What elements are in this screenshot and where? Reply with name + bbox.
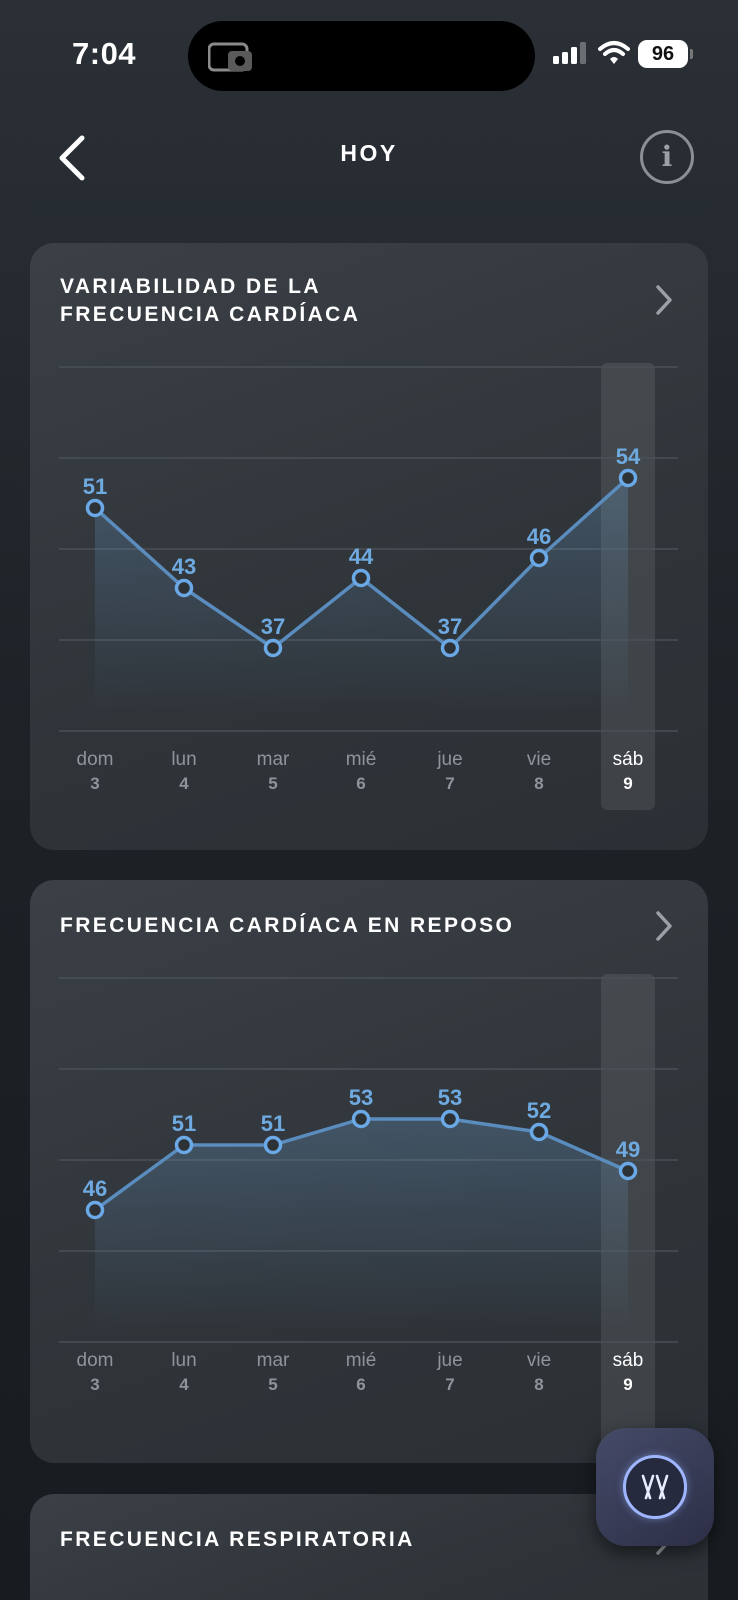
value-label: 46 bbox=[527, 524, 551, 549]
day-number-label: 5 bbox=[268, 1375, 277, 1394]
hrv-title-line1: VARIABILIDAD DE LA bbox=[60, 275, 321, 298]
data-point bbox=[263, 1135, 283, 1155]
data-point bbox=[85, 1200, 105, 1220]
day-number-label: 9 bbox=[623, 774, 632, 793]
value-label: 49 bbox=[616, 1137, 640, 1162]
value-label: 53 bbox=[438, 1085, 462, 1110]
hrv-title-line2: FRECUENCIA CARDÍACA bbox=[60, 303, 361, 326]
day-number-label: 9 bbox=[623, 1375, 632, 1394]
chevron-right-icon[interactable] bbox=[650, 909, 678, 943]
info-button[interactable]: i bbox=[640, 130, 694, 184]
hrv-card[interactable]: VARIABILIDAD DE LA FRECUENCIA CARDÍACA 5… bbox=[30, 243, 708, 850]
day-number-label: 7 bbox=[445, 774, 454, 793]
day-label: sáb bbox=[613, 1350, 644, 1371]
hrv-card-title: VARIABILIDAD DE LA FRECUENCIA CARDÍACA bbox=[60, 273, 360, 329]
value-label: 51 bbox=[261, 1111, 285, 1136]
data-point bbox=[618, 1161, 638, 1181]
day-number-label: 8 bbox=[534, 774, 543, 793]
area-fill bbox=[95, 478, 628, 713]
status-time: 7:04 bbox=[72, 36, 137, 71]
day-label: mar bbox=[257, 1350, 290, 1371]
data-point bbox=[440, 1109, 460, 1129]
data-point bbox=[174, 1135, 194, 1155]
day-label: mar bbox=[257, 749, 290, 770]
value-label: 54 bbox=[616, 444, 641, 469]
assistant-ring bbox=[623, 1455, 687, 1519]
whoop-coach-icon bbox=[641, 1474, 669, 1500]
wifi-icon bbox=[598, 41, 630, 64]
info-icon: i bbox=[661, 140, 673, 173]
page-title: HOY bbox=[340, 140, 398, 166]
value-label: 37 bbox=[438, 614, 462, 639]
resting-hr-card[interactable]: FRECUENCIA CARDÍACA EN REPOSO 46 dom 3 51 lu… bbox=[30, 880, 708, 1463]
day-number-label: 4 bbox=[179, 774, 189, 793]
day-label: jue bbox=[436, 1350, 462, 1371]
data-point bbox=[85, 498, 105, 518]
day-number-label: 6 bbox=[356, 774, 365, 793]
data-point bbox=[440, 638, 460, 658]
value-label: 46 bbox=[83, 1176, 107, 1201]
value-label: 51 bbox=[172, 1111, 196, 1136]
data-point bbox=[529, 1122, 549, 1142]
value-label: 53 bbox=[349, 1085, 373, 1110]
day-number-label: 6 bbox=[356, 1375, 365, 1394]
cellular-signal-icon bbox=[553, 42, 586, 64]
resting-hr-chart: 46 dom 3 51 lun 4 51 mar 5 53 mié 6 53 jue 7 52 vie 8 49 sá… bbox=[59, 974, 678, 1463]
area-fill bbox=[95, 1119, 628, 1330]
previous-card-edge bbox=[30, 205, 708, 213]
data-point bbox=[529, 548, 549, 568]
data-point bbox=[263, 638, 283, 658]
respiratory-card-title: FRECUENCIA RESPIRATORIA bbox=[60, 1528, 415, 1551]
day-number-label: 8 bbox=[534, 1375, 543, 1394]
value-label: 51 bbox=[83, 474, 107, 499]
back-button[interactable] bbox=[52, 130, 100, 186]
day-label: lun bbox=[171, 749, 196, 770]
hrv-chart: 51 dom 3 43 lun 4 37 mar 5 44 mié 6 37 jue 7 46 vie 8 54 sá… bbox=[59, 363, 678, 810]
value-label: 43 bbox=[172, 554, 196, 579]
day-label: jue bbox=[436, 749, 462, 770]
day-number-label: 7 bbox=[445, 1375, 454, 1394]
day-number-label: 3 bbox=[90, 1375, 99, 1394]
chevron-left-icon bbox=[59, 135, 85, 181]
day-label: vie bbox=[527, 749, 551, 770]
status-bar: 7:04 96 bbox=[0, 0, 738, 110]
data-point bbox=[618, 468, 638, 488]
day-label: lun bbox=[171, 1350, 196, 1371]
respiratory-rate-card[interactable]: FRECUENCIA RESPIRATORIA bbox=[30, 1494, 708, 1600]
value-label: 44 bbox=[349, 544, 374, 569]
day-label: mié bbox=[346, 1350, 377, 1371]
battery-indicator: 96 bbox=[638, 40, 688, 68]
screen-recording-icon bbox=[208, 42, 252, 72]
battery-tip bbox=[690, 49, 693, 59]
data-point bbox=[174, 578, 194, 598]
value-label: 37 bbox=[261, 614, 285, 639]
data-point bbox=[351, 1109, 371, 1129]
day-label: sáb bbox=[613, 749, 644, 770]
day-number-label: 3 bbox=[90, 774, 99, 793]
day-label: mié bbox=[346, 749, 377, 770]
day-number-label: 5 bbox=[268, 774, 277, 793]
day-number-label: 4 bbox=[179, 1375, 189, 1394]
resting-hr-card-title: FRECUENCIA CARDÍACA EN REPOSO bbox=[60, 914, 515, 937]
day-label: dom bbox=[77, 1350, 114, 1371]
value-label: 52 bbox=[527, 1098, 551, 1123]
data-point bbox=[351, 568, 371, 588]
day-label: dom bbox=[77, 749, 114, 770]
chevron-right-icon[interactable] bbox=[650, 283, 678, 317]
dynamic-island bbox=[188, 21, 535, 91]
assistant-button[interactable] bbox=[596, 1428, 714, 1546]
day-label: vie bbox=[527, 1350, 551, 1371]
